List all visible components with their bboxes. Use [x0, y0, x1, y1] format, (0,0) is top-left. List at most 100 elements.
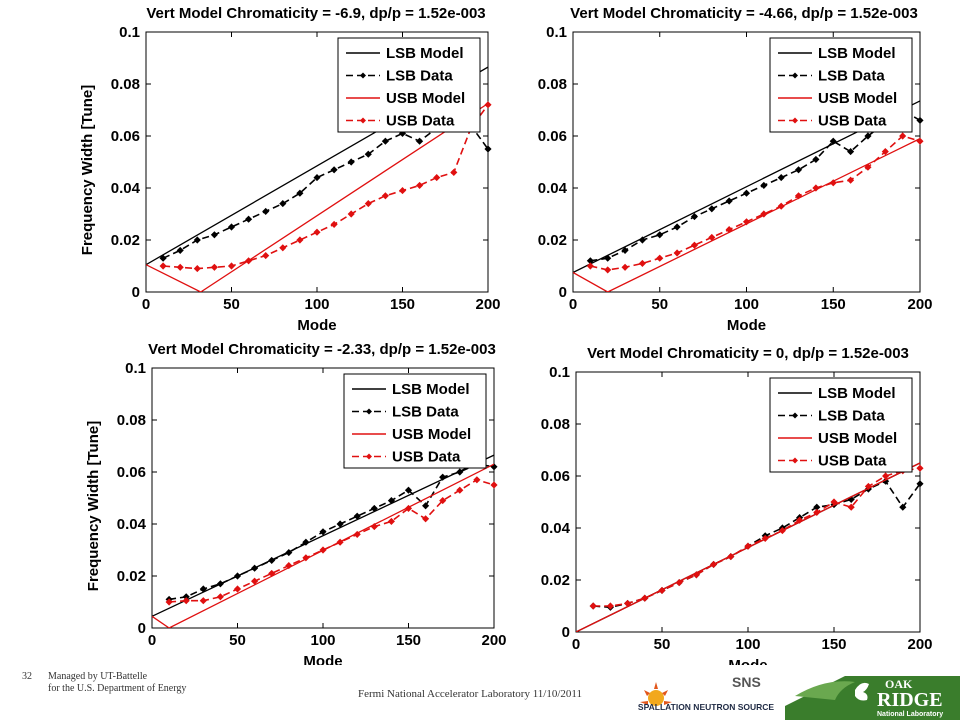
y-tick-label: 0.1	[125, 360, 146, 377]
data-point-usb-data	[658, 586, 666, 594]
data-point-lsb-data	[227, 223, 236, 231]
data-point-usb-data	[742, 218, 751, 226]
data-point-usb-data	[708, 233, 716, 241]
ornl-logo: OAK RIDGE National Laboratory	[785, 666, 960, 720]
data-point-lsb-data	[690, 213, 699, 221]
data-point-usb-data	[370, 523, 378, 531]
data-point-lsb-data	[422, 502, 430, 510]
y-tick-label: 0.08	[541, 416, 570, 433]
data-point-lsb-data	[586, 257, 594, 265]
data-point-usb-data	[296, 236, 304, 244]
data-point-usb-data	[794, 192, 803, 200]
x-tick-label: 50	[651, 296, 668, 313]
x-tick-label: 100	[734, 296, 759, 313]
data-point-usb-data	[279, 244, 287, 252]
data-point-usb-data	[812, 184, 820, 192]
data-point-usb-data	[245, 257, 253, 265]
data-point-usb-data	[262, 252, 270, 260]
ornl-logo-national-lab: National Laboratory	[877, 711, 943, 718]
data-point-lsb-data	[233, 572, 242, 580]
data-point-usb-data	[422, 515, 430, 523]
data-point-usb-data	[210, 263, 218, 271]
x-tick-label: 200	[481, 632, 506, 649]
data-point-lsb-data	[347, 158, 355, 166]
data-point-usb-data	[777, 202, 785, 210]
x-tick-label: 150	[390, 296, 415, 313]
x-tick-label: 150	[821, 636, 846, 653]
series-line-usb-model	[152, 463, 494, 628]
data-point-lsb-data	[864, 132, 872, 140]
data-point-usb-data	[830, 498, 838, 506]
data-point-lsb-data	[279, 200, 287, 208]
data-point-usb-data	[586, 262, 594, 270]
legend-marker-usb-data	[360, 117, 366, 124]
data-point-usb-data	[692, 571, 700, 579]
y-axis-label: Frequency Width [Tune]	[85, 421, 102, 591]
data-point-lsb-data	[193, 236, 201, 244]
x-axis-label: Mode	[303, 653, 342, 665]
managed-by-text: Managed by UT-Battelle for the U.S. Depa…	[48, 671, 186, 695]
footer-center-text: Fermi National Accelerator Laboratory 11…	[358, 688, 583, 700]
data-point-usb-data	[387, 517, 395, 525]
legend: LSB Model LSB Data USB Model USB Data	[343, 373, 487, 469]
series-line-lsb-data	[168, 463, 494, 601]
x-tick-label: 50	[223, 296, 240, 313]
data-point-usb-data	[638, 259, 646, 267]
data-point-usb-data	[675, 579, 683, 587]
chart-panel-4: Vert Model Chromaticity = 0, dp/p = 1.52…	[541, 345, 933, 665]
data-point-usb-data	[484, 101, 492, 109]
series-line-usb-data	[163, 104, 488, 270]
x-tick-label: 200	[907, 636, 932, 653]
data-point-lsb-data	[794, 166, 803, 174]
legend-label-lsb-model: LSB Model	[818, 385, 896, 402]
x-tick-label: 100	[735, 636, 760, 653]
data-point-usb-data	[656, 254, 664, 262]
sns-logo: SNS SPALLATION NEUTRON SOURCE	[638, 674, 774, 712]
x-tick-label: 0	[569, 296, 577, 313]
data-point-lsb-data	[760, 181, 768, 189]
y-tick-label: 0.06	[541, 468, 570, 485]
data-point-lsb-data	[456, 468, 464, 476]
svg-text:SNS: SNS	[732, 674, 761, 690]
x-tick-label: 200	[907, 296, 932, 313]
x-tick-label: 0	[572, 636, 580, 653]
y-tick-label: 0.02	[117, 568, 146, 585]
data-point-usb-data	[882, 472, 890, 480]
legend-label-lsb-model: LSB Model	[386, 45, 464, 62]
series-line-usb-model	[146, 102, 488, 292]
data-point-usb-data	[456, 486, 464, 494]
data-point-usb-data	[336, 538, 344, 546]
chart-title: Vert Model Chromaticity = -6.9, dp/p = 1…	[146, 5, 485, 22]
x-tick-label: 0	[148, 632, 156, 649]
data-point-usb-data	[916, 464, 924, 472]
oak-leaf-icon	[855, 682, 869, 701]
data-point-lsb-data	[813, 503, 821, 511]
y-tick-label: 0.02	[541, 572, 570, 589]
data-point-usb-data	[416, 181, 424, 189]
data-point-lsb-data	[199, 585, 207, 593]
series-line-usb-data	[593, 467, 920, 607]
data-point-lsb-data	[353, 512, 361, 520]
legend-label-usb-model: USB Model	[392, 426, 471, 443]
x-axis-label: Mode	[297, 317, 336, 334]
ornl-logo-oak: OAK	[885, 677, 913, 691]
data-point-lsb-data	[251, 564, 259, 572]
data-point-lsb-data	[673, 223, 681, 231]
data-point-lsb-data	[296, 189, 304, 197]
legend-marker-usb-data	[792, 457, 798, 464]
data-point-usb-data	[813, 508, 821, 516]
chart-figure: Vert Model Chromaticity = -6.9, dp/p = 1…	[79, 5, 933, 665]
data-point-usb-data	[381, 192, 389, 200]
data-point-lsb-data	[777, 174, 785, 182]
data-point-lsb-data	[604, 254, 612, 262]
chart-title: Vert Model Chromaticity = -2.33, dp/p = …	[148, 341, 496, 358]
data-point-usb-data	[473, 476, 481, 484]
data-point-usb-data	[881, 148, 889, 156]
y-tick-label: 0	[559, 284, 567, 301]
legend-label-usb-model: USB Model	[386, 90, 465, 107]
data-point-usb-data	[347, 210, 355, 218]
sun-icon	[640, 682, 672, 706]
legend: LSB Model LSB Data USB Model USB Data	[337, 37, 481, 133]
series-line-lsb-model	[152, 454, 494, 617]
data-point-usb-data	[624, 599, 632, 607]
